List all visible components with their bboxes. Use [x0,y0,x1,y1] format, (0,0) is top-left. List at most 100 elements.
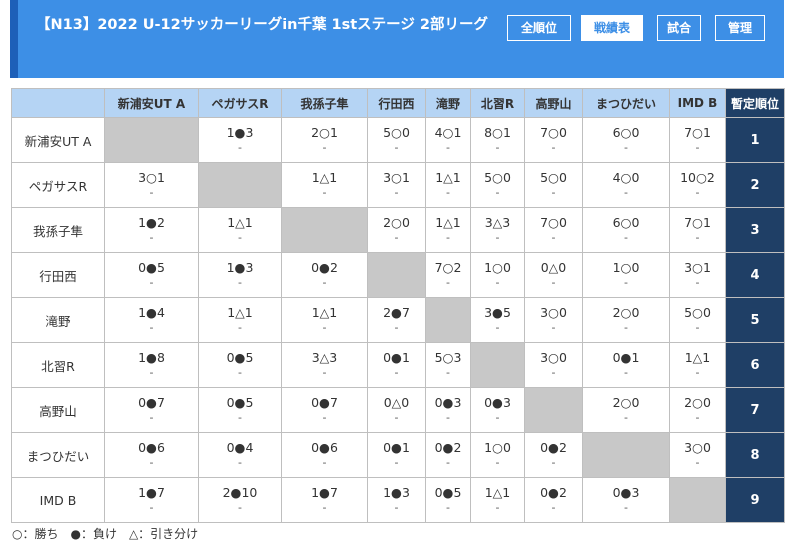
match-result-cell[interactable]: 1△1- [425,162,471,208]
match-result-cell[interactable]: 3○1- [669,252,726,298]
match-result-cell[interactable]: 4○0- [582,162,670,208]
match-result-cell[interactable]: 1●3- [198,117,282,163]
match-result-cell[interactable]: 0●5- [104,252,199,298]
match-result-cell[interactable]: 0●1- [367,342,426,388]
match-subscore: - [322,501,327,514]
match-result-cell[interactable]: 5○0- [669,297,726,343]
row-team-name[interactable]: 行田西 [11,252,105,298]
match-result-cell[interactable]: 3△3- [470,207,525,253]
column-header-team[interactable]: 滝野 [425,88,471,118]
row-team-name[interactable]: 新浦安UT A [11,117,105,163]
match-result-cell[interactable]: 0●6- [104,432,199,478]
match-result-cell[interactable]: 2●10- [198,477,282,523]
row-team-name[interactable]: まつひだい [11,432,105,478]
column-header-team[interactable]: IMD B [669,88,726,118]
match-subscore: - [551,231,556,244]
column-header-team[interactable]: 我孫子隼 [281,88,368,118]
match-result-cell[interactable]: 0●5- [425,477,471,523]
match-result-cell[interactable]: 0●4- [198,432,282,478]
match-result-cell[interactable]: 3○0- [524,342,583,388]
match-result-cell[interactable]: 6○0- [582,207,670,253]
match-result-cell[interactable]: 2●7- [367,297,426,343]
match-result-cell[interactable]: 7○1- [669,117,726,163]
match-result-cell[interactable]: 1○0- [470,432,525,478]
manage-button[interactable]: 管理 [715,15,765,41]
column-header-team[interactable]: まつひだい [582,88,670,118]
match-result-cell[interactable]: 3○1- [104,162,199,208]
match-result-cell[interactable]: 1●7- [281,477,368,523]
match-result-cell[interactable]: 1○0- [582,252,670,298]
column-header-team[interactable]: 北習R [470,88,525,118]
column-header-team[interactable]: 行田西 [367,88,426,118]
match-result-cell[interactable]: 2○0- [582,297,670,343]
match-result-cell[interactable]: 0●6- [281,432,368,478]
match-result-cell[interactable]: 0●2- [425,432,471,478]
match-result-cell[interactable]: 7○0- [524,207,583,253]
page-header: 【N13】2022 U-12サッカーリーグin千葉 1stステージ 2部リーグ … [10,0,784,78]
match-result-cell[interactable]: 1●4- [104,297,199,343]
match-result-cell[interactable]: 1△1- [470,477,525,523]
match-result-cell[interactable]: 1●3- [367,477,426,523]
match-result-cell[interactable]: 3○0- [669,432,726,478]
match-result-cell[interactable]: 0●2- [524,477,583,523]
match-result-cell[interactable]: 3○1- [367,162,426,208]
row-team-name[interactable]: 滝野 [11,297,105,343]
match-result-cell[interactable]: 3△3- [281,342,368,388]
match-result-cell[interactable]: 0●5- [198,387,282,433]
match-result-cell[interactable]: 2○0- [669,387,726,433]
match-result-cell[interactable]: 0●1- [367,432,426,478]
match-result-cell[interactable]: 1△1- [281,162,368,208]
match-result-cell[interactable]: 3●5- [470,297,525,343]
match-result-cell[interactable]: 1△1- [198,207,282,253]
match-result-cell[interactable]: 1●7- [104,477,199,523]
match-result-cell[interactable]: 0●3- [425,387,471,433]
match-result-cell[interactable]: 0●2- [281,252,368,298]
match-result-cell[interactable]: 1○0- [470,252,525,298]
match-result-cell[interactable]: 5○0- [470,162,525,208]
match-result-cell[interactable]: 0●1- [582,342,670,388]
match-result-cell[interactable]: 7○0- [524,117,583,163]
match-result-cell[interactable]: 1△1- [198,297,282,343]
column-header-team[interactable]: 新浦安UT A [104,88,199,118]
column-header-team[interactable]: 高野山 [524,88,583,118]
match-result-cell[interactable]: 0●5- [198,342,282,388]
match-result-cell[interactable]: 2○0- [367,207,426,253]
match-result-cell[interactable]: 0●7- [104,387,199,433]
match-subscore: - [394,186,399,199]
match-result-cell[interactable]: 0●2- [524,432,583,478]
row-team-name[interactable]: 高野山 [11,387,105,433]
row-team-name[interactable]: 我孫子隼 [11,207,105,253]
match-subscore: - [624,411,628,424]
match-result-cell[interactable]: 1●2- [104,207,199,253]
results-table-button[interactable]: 戦績表 [581,15,643,41]
match-result-cell[interactable]: 4○1- [425,117,471,163]
match-result-cell[interactable]: 5○0- [367,117,426,163]
row-team-name[interactable]: IMD B [11,477,105,523]
column-header-team[interactable]: ペガサスR [198,88,282,118]
match-result-cell[interactable]: 1△1- [281,297,368,343]
match-result-cell[interactable]: 2○0- [582,387,670,433]
matches-button[interactable]: 試合 [657,15,701,41]
match-result-cell[interactable]: 1△1- [425,207,471,253]
match-result-cell[interactable]: 7○2- [425,252,471,298]
match-result-cell[interactable]: 0●3- [582,477,670,523]
match-result-cell[interactable]: 6○0- [582,117,670,163]
match-result-cell[interactable]: 0△0- [524,252,583,298]
match-result-cell[interactable]: 1●3- [198,252,282,298]
all-rankings-button[interactable]: 全順位 [507,15,571,41]
match-result-cell[interactable]: 2○1- [281,117,368,163]
row-team-name[interactable]: ペガサスR [11,162,105,208]
match-result-cell[interactable]: 5○0- [524,162,583,208]
match-result-cell[interactable]: 0●7- [281,387,368,433]
match-result-cell[interactable]: 1●8- [104,342,199,388]
match-result-cell[interactable]: 5○3- [425,342,471,388]
match-result-cell[interactable]: 1△1- [669,342,726,388]
match-result-cell[interactable]: 3○0- [524,297,583,343]
match-result-cell[interactable]: 8○1- [470,117,525,163]
match-result-cell[interactable]: 0△0- [367,387,426,433]
row-team-name[interactable]: 北習R [11,342,105,388]
match-result-cell[interactable]: 7○1- [669,207,726,253]
match-result-cell[interactable]: 0●3- [470,387,525,433]
match-score: 10○2 [680,170,715,185]
match-result-cell[interactable]: 10○2- [669,162,726,208]
